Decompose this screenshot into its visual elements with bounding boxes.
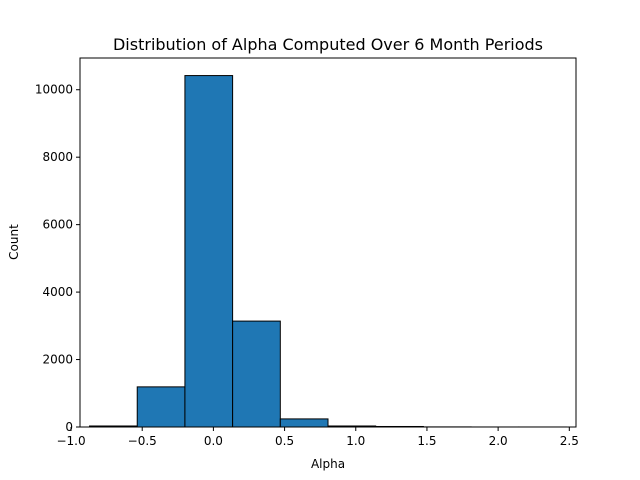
x-tick-label: 0.0	[204, 434, 223, 448]
x-tick-label: 1.0	[346, 434, 365, 448]
chart-title: Distribution of Alpha Computed Over 6 Mo…	[113, 35, 543, 54]
x-tick-label: 0.5	[275, 434, 294, 448]
y-tick-label: 8000	[42, 150, 73, 164]
histogram-bar	[232, 320, 281, 428]
y-tick-label: 2000	[42, 353, 73, 367]
y-tick-label: 10000	[35, 83, 73, 97]
x-tick-label: 2.5	[560, 434, 579, 448]
bars-group	[89, 75, 567, 428]
x-axis-label: Alpha	[311, 457, 345, 471]
y-axis-ticks: 0 2000 4000 6000 8000 10000	[35, 83, 80, 434]
y-tick-label: 0	[65, 420, 73, 434]
x-tick-label: −1.0	[56, 434, 85, 448]
x-axis-ticks: −1.0 −0.5 0.0 0.5 1.0 1.5 2.0 2.5	[56, 427, 579, 448]
x-tick-label: 2.0	[489, 434, 508, 448]
y-tick-label: 6000	[42, 218, 73, 232]
plot-frame	[79, 57, 577, 428]
histogram-bar	[279, 418, 329, 428]
histogram-bar	[136, 386, 186, 428]
x-tick-label: −0.5	[128, 434, 157, 448]
histogram-bar	[184, 75, 234, 428]
x-tick-label: 1.5	[417, 434, 436, 448]
y-axis-label: Count	[7, 224, 21, 260]
y-tick-label: 4000	[42, 285, 73, 299]
